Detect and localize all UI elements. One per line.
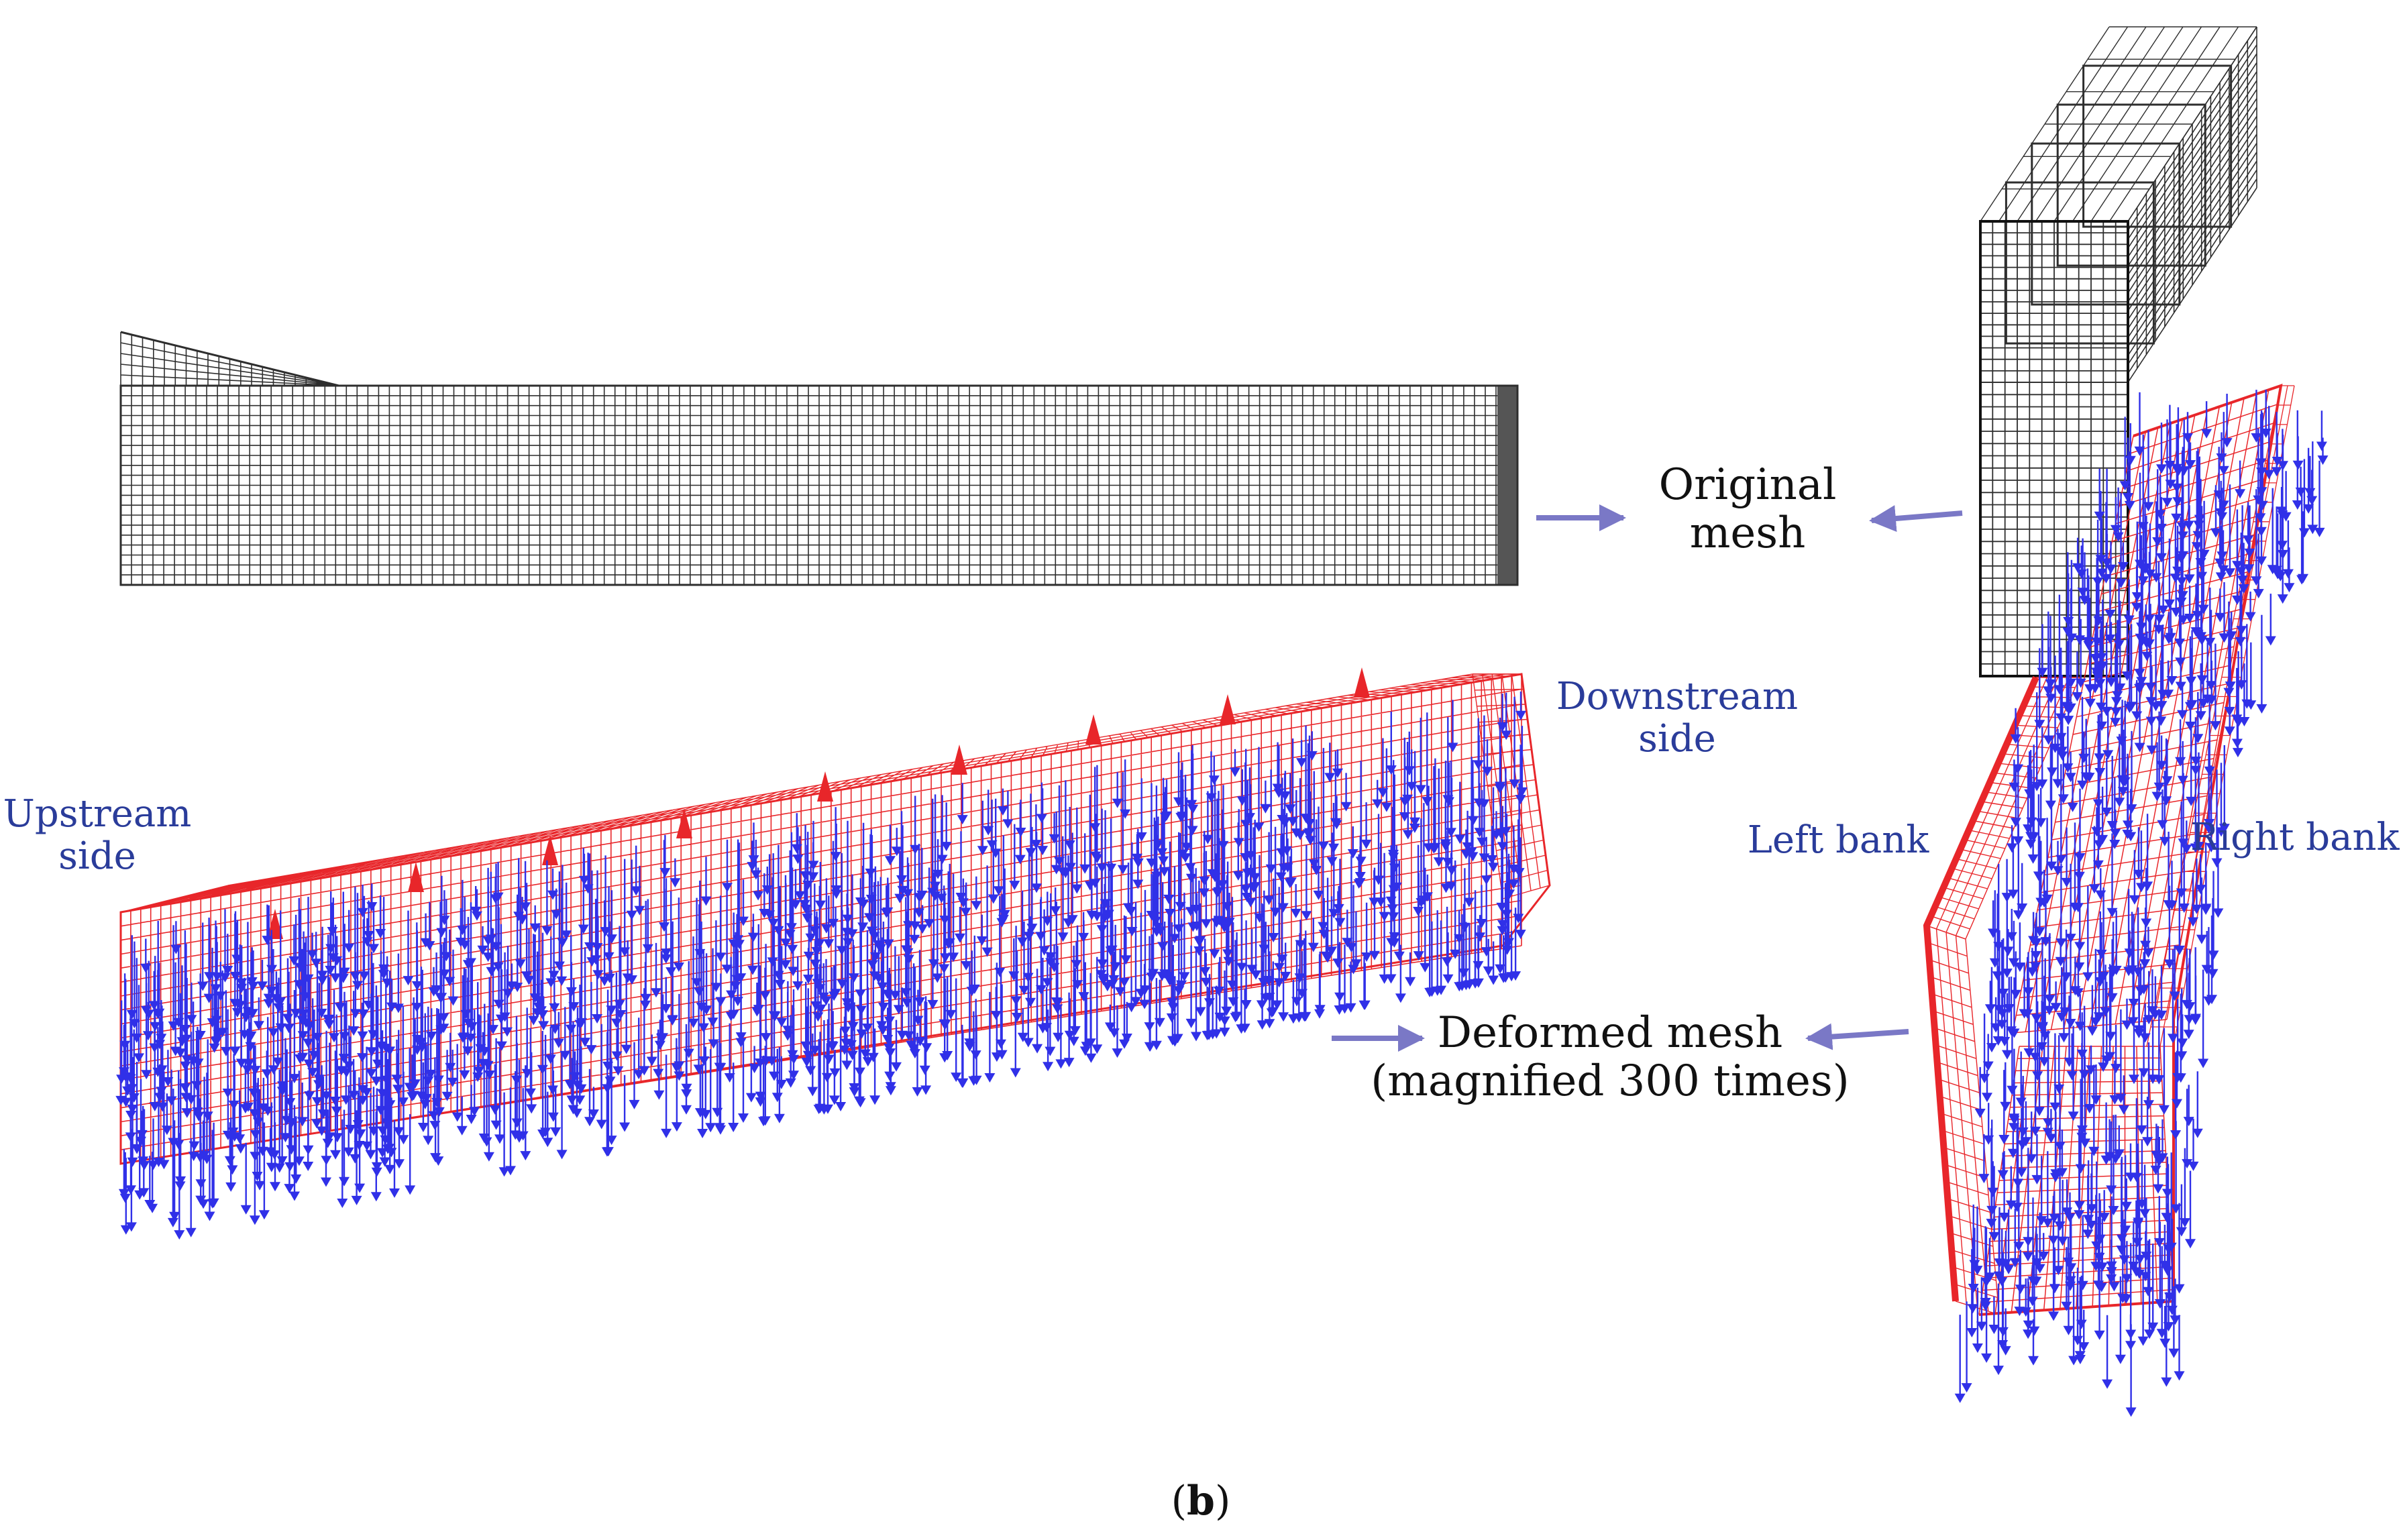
- original-mesh-outline: [119, 384, 1519, 586]
- downstream-side-label: Downstream side: [1536, 675, 1818, 761]
- downstream-side-label-line1: Downstream: [1556, 675, 1799, 718]
- downstream-side-label-line2: side: [1638, 716, 1716, 761]
- upstream-side-label-line2: side: [58, 834, 136, 878]
- original-end-upper-grid: [1980, 221, 2129, 383]
- original-mesh-label-line2: mesh: [1689, 508, 1806, 558]
- right-bank-label: Right bank: [2190, 816, 2400, 859]
- deformed-diaphragm: [408, 862, 424, 892]
- original-mesh-dense-end: [1497, 386, 1517, 585]
- deformed-left-bank-grid: [1926, 677, 2080, 940]
- original-mesh-elevation: [119, 331, 1519, 586]
- original-end-top-grid: [1980, 26, 2257, 222]
- deformed-diaphragm: [951, 745, 967, 775]
- upstream-side-label: Upstream side: [0, 793, 195, 877]
- deformed-mesh-label: Deformed mesh (magnified 300 times): [1369, 1009, 1852, 1105]
- caption-letter: b: [1187, 1478, 1215, 1525]
- original-mesh-label-line1: Original: [1658, 460, 1837, 510]
- deformed-diaphragm: [1354, 667, 1370, 698]
- left-bank-label: Left bank: [1747, 818, 1929, 862]
- original-end-diaphragm: [2031, 142, 2181, 306]
- load-arrow-heads: [115, 429, 2329, 1417]
- deformed-mesh-label-line2: (magnified 300 times): [1371, 1056, 1850, 1106]
- panel-caption: (b): [1107, 1478, 1295, 1525]
- load-vector-arrows: [115, 390, 2329, 1417]
- deformed-mesh-label-line1: Deformed mesh: [1437, 1008, 1783, 1058]
- upstream-side-label-line1: Upstream: [3, 792, 192, 836]
- deformed-left-bank-edge: [1923, 675, 2039, 1302]
- pointer-arrow-original-right: [1869, 505, 1963, 533]
- original-end-diaphragm: [2005, 181, 2155, 345]
- original-mesh-top-edge: [120, 331, 339, 387]
- original-end-diaphragm: [2082, 64, 2233, 228]
- caption-close-paren: ): [1214, 1478, 1231, 1525]
- deformed-diaphragm: [542, 835, 558, 865]
- deformed-diaphragm: [1220, 694, 1236, 724]
- caption-open-paren: (: [1171, 1478, 1187, 1525]
- pointer-arrow-deformed-right: [1805, 1023, 1909, 1050]
- deformed-diaphragm: [817, 771, 833, 802]
- deformed-diaphragm: [1085, 714, 1102, 745]
- original-end-diaphragm: [2056, 103, 2206, 267]
- original-mesh-grid: [120, 385, 1518, 586]
- original-mesh-label: Original mesh: [1623, 461, 1872, 557]
- deformed-diaphragm: [676, 808, 692, 838]
- load-arrow-shafts: [120, 390, 2324, 1411]
- deformed-elevation-outline: [119, 673, 1551, 1165]
